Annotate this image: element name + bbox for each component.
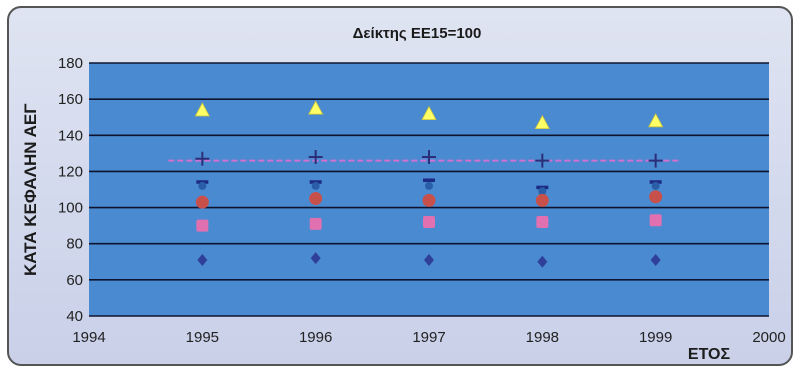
y-tick-label: 180 — [58, 55, 83, 72]
data-point-plus — [648, 153, 663, 168]
x-tick-label: 1998 — [526, 329, 559, 346]
data-point-square — [649, 214, 662, 227]
data-point-triangle — [534, 114, 551, 130]
data-point-triangle — [421, 105, 437, 120]
data-point-dot — [651, 181, 660, 190]
y-tick-label: 100 — [58, 200, 83, 217]
data-point-square — [423, 216, 435, 229]
data-point-circle — [422, 193, 436, 207]
data-point-plus — [422, 149, 436, 164]
data-point-triangle — [194, 102, 211, 117]
data-point-dot — [198, 181, 207, 190]
x-tick-label: 2000 — [752, 329, 785, 346]
data-point-diamond — [424, 253, 434, 266]
data-point-triangle — [307, 100, 324, 115]
y-axis-label: ΚΑΤΑ ΚΕΦΑΛΗΝ ΑΕΓ — [21, 104, 40, 276]
x-tick-labels: 1994 1995 1996 1997 1998 1999 2000 — [72, 329, 785, 346]
data-point-dash — [423, 178, 435, 182]
y-tick-label: 80 — [66, 236, 83, 253]
data-point-square — [309, 217, 322, 230]
y-tick-label: 120 — [58, 163, 83, 180]
data-point-circle — [535, 193, 549, 207]
data-point-diamond — [197, 253, 208, 266]
data-point-triangle — [647, 112, 664, 128]
data-point-square — [196, 219, 209, 232]
x-tick-label: 1997 — [412, 329, 445, 346]
data-point-dot — [311, 181, 320, 190]
y-tick-label: 40 — [66, 308, 83, 325]
x-tick-label: 1999 — [639, 329, 672, 346]
data-point-diamond — [310, 252, 321, 265]
y-tick-label: 160 — [58, 91, 83, 108]
y-tick-label: 60 — [66, 272, 83, 289]
chart-title: Δείκτης ΕΕ15=100 — [353, 25, 482, 42]
data-point-plus — [535, 153, 550, 168]
data-point-square — [536, 216, 549, 229]
data-point-circle — [195, 195, 209, 209]
data-point-circle — [649, 190, 663, 204]
data-point-dot — [538, 187, 547, 196]
data-point-diamond — [650, 253, 661, 266]
x-tick-label: 1996 — [299, 329, 332, 346]
data-point-circle — [309, 192, 323, 206]
data-point-dot — [425, 181, 433, 190]
chart-frame: Δείκτης ΕΕ15=100 ΚΑΤΑ ΚΕΦΑΛΗΝ ΑΕΓ ΕΤΟΣ 4… — [7, 6, 793, 366]
y-tick-labels: 40 60 80 100 120 140 160 180 — [58, 55, 83, 325]
x-tick-label: 1995 — [186, 329, 219, 346]
scatter-chart: Δείκτης ΕΕ15=100 ΚΑΤΑ ΚΕΦΑΛΗΝ ΑΕΓ ΕΤΟΣ 4… — [21, 25, 786, 363]
data-point-plus — [308, 149, 323, 164]
x-axis-label: ΕΤΟΣ — [688, 346, 731, 363]
x-tick-label: 1994 — [72, 329, 105, 346]
data-point-plus — [195, 151, 210, 166]
y-tick-label: 140 — [58, 127, 83, 144]
data-points — [194, 100, 664, 268]
